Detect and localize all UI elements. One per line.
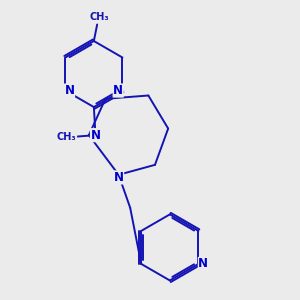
Text: CH₃: CH₃ [57,132,76,142]
Text: N: N [64,84,75,97]
Text: N: N [113,84,123,97]
Text: N: N [91,129,100,142]
Text: CH₃: CH₃ [90,12,110,22]
Text: N: N [114,171,124,184]
Text: N: N [198,257,208,270]
